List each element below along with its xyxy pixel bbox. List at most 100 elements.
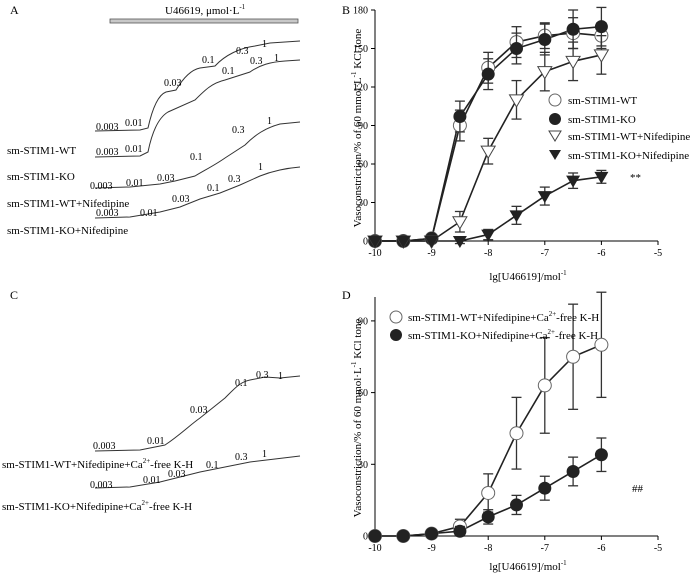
data-point <box>481 67 495 81</box>
trace-name: sm-STIM1-KO <box>7 171 75 183</box>
x-axis-label: lg[U46619]/mol-1 <box>489 269 567 283</box>
panel-d: D Vasoconstriction/% of 60 mmol·L-1 KCl … <box>342 288 662 573</box>
dose-label: 0.03 <box>157 173 175 184</box>
dose-label: 0.03 <box>172 194 190 205</box>
dose-label: 0.01 <box>125 118 143 129</box>
data-point <box>509 426 524 441</box>
trace-ko <box>94 59 301 158</box>
dose-label: 0.3 <box>236 46 249 57</box>
dose-label: 0.3 <box>232 125 245 136</box>
dose-label: 1 <box>262 39 267 50</box>
drug-application-bar <box>109 18 299 24</box>
y-tick-label: 120 <box>353 83 368 94</box>
data-point <box>453 524 467 538</box>
data-point <box>509 210 524 223</box>
x-tick-label: -7 <box>541 543 549 554</box>
panel-c-label: C <box>10 288 18 302</box>
dose-label: 0.01 <box>126 178 144 189</box>
trace-name: sm-STIM1-KO+Nifedipine <box>7 225 128 237</box>
dose-label: 1 <box>274 53 279 64</box>
dose-label: 0.1 <box>222 66 235 77</box>
dose-label: 0.03 <box>164 78 182 89</box>
y-tick-label: 90 <box>358 121 368 132</box>
trace-wt-nifedipine <box>94 121 301 189</box>
data-point <box>538 33 552 47</box>
dose-label: 0.03 <box>190 405 208 416</box>
dose-label: 0.01 <box>140 208 158 219</box>
x-tick-label: -10 <box>368 248 381 259</box>
y-tick-label: 90 <box>358 316 368 327</box>
data-point <box>453 110 467 124</box>
y-tick-label: 0 <box>363 532 368 543</box>
data-point <box>452 216 468 230</box>
y-tick-label: 150 <box>353 44 368 55</box>
dose-label: 0.1 <box>206 460 219 471</box>
x-tick-label: -8 <box>484 543 492 554</box>
legend-label: sm-STIM1-WT <box>568 95 637 107</box>
data-point <box>594 171 609 184</box>
data-point <box>481 510 495 524</box>
y-tick-label: 60 <box>358 388 368 399</box>
data-point <box>566 175 581 188</box>
data-point <box>594 20 608 34</box>
data-point <box>538 481 552 495</box>
legend-label: sm-STIM1-KO <box>568 114 636 126</box>
data-point <box>536 66 553 80</box>
y-tick-label: 60 <box>358 160 368 171</box>
x-tick-label: -9 <box>427 248 435 259</box>
data-point <box>537 191 552 204</box>
dose-label: 0.003 <box>96 122 119 133</box>
dose-label: 0.3 <box>256 370 269 381</box>
chart-b-plot: -10 -9 -8 -7 -6 -5 0 30 60 90 120 150 180 <box>353 6 662 260</box>
x-tick-label: -5 <box>654 248 662 259</box>
dose-label: 0.3 <box>250 56 263 67</box>
dose-label: 0.1 <box>202 55 215 66</box>
dose-label: 0.1 <box>207 183 220 194</box>
x-tick-label: -9 <box>427 543 435 554</box>
trace-name: sm-STIM1-WT+Nifedipine+Ca2+-free K-H <box>2 457 193 471</box>
trace-name: sm-STIM1-KO+Nifedipine+Ca2+-free K-H <box>2 499 192 513</box>
legend-marker-wt-nifedipine <box>548 130 562 142</box>
panel-d-label: D <box>342 288 351 302</box>
trace-wt <box>94 40 301 132</box>
legend-marker-wt <box>548 93 562 107</box>
dose-label: 0.003 <box>96 208 119 219</box>
dose-label: 1 <box>258 162 263 173</box>
y-axis-label: Vasoconstriction/% of 60 mmol·L-1 KCl to… <box>350 319 364 518</box>
dose-label: 0.1 <box>190 152 203 163</box>
dose-label: 0.3 <box>228 174 241 185</box>
panel-b-label: B <box>342 3 350 17</box>
trace-name: sm-STIM1-WT <box>7 145 76 157</box>
panel-a-label: A <box>10 3 19 17</box>
x-axis-label: lg[U46619]/mol-1 <box>489 559 567 573</box>
data-point <box>368 529 382 543</box>
dose-label: 1 <box>262 449 267 460</box>
panel-c: C 0.003 0.01 0.03 0.1 0.3 1 0.003 0.01 0… <box>2 288 301 513</box>
data-point <box>594 448 608 462</box>
legend-marker-ko-ca-free <box>390 329 402 341</box>
data-point <box>368 236 382 248</box>
y-tick-label: 30 <box>358 460 368 471</box>
dose-label: 1 <box>267 116 272 127</box>
legend-b: sm-STIM1-WT sm-STIM1-KO sm-STIM1-WT+Nife… <box>548 93 690 162</box>
legend-marker-wt-ca-free <box>389 310 403 324</box>
x-tick-label: -7 <box>541 248 549 259</box>
dose-label: 0.1 <box>235 378 248 389</box>
dose-label: 0.003 <box>90 181 113 192</box>
data-point <box>566 22 580 36</box>
data-point <box>424 236 439 248</box>
data-point <box>425 527 439 541</box>
trace-c-ko <box>94 455 301 489</box>
x-tick-label: -5 <box>654 543 662 554</box>
panel-a: A U46619, μmol·L-1 0.003 0.01 0.03 0.1 0… <box>7 3 301 237</box>
x-tick-label: -8 <box>484 248 492 259</box>
significance-annotation: ** <box>630 172 641 184</box>
data-point <box>396 236 411 248</box>
trace-c-wt <box>94 375 301 452</box>
drug-bar-label: U46619, μmol·L-1 <box>165 3 246 17</box>
legend-d: sm-STIM1-WT+Nifedipine+Ca2+-free K-H sm-… <box>389 310 599 342</box>
dose-label: 0.003 <box>96 147 119 158</box>
data-point <box>594 337 609 352</box>
x-tick-label: -10 <box>368 543 381 554</box>
y-tick-label: 0 <box>363 237 368 248</box>
